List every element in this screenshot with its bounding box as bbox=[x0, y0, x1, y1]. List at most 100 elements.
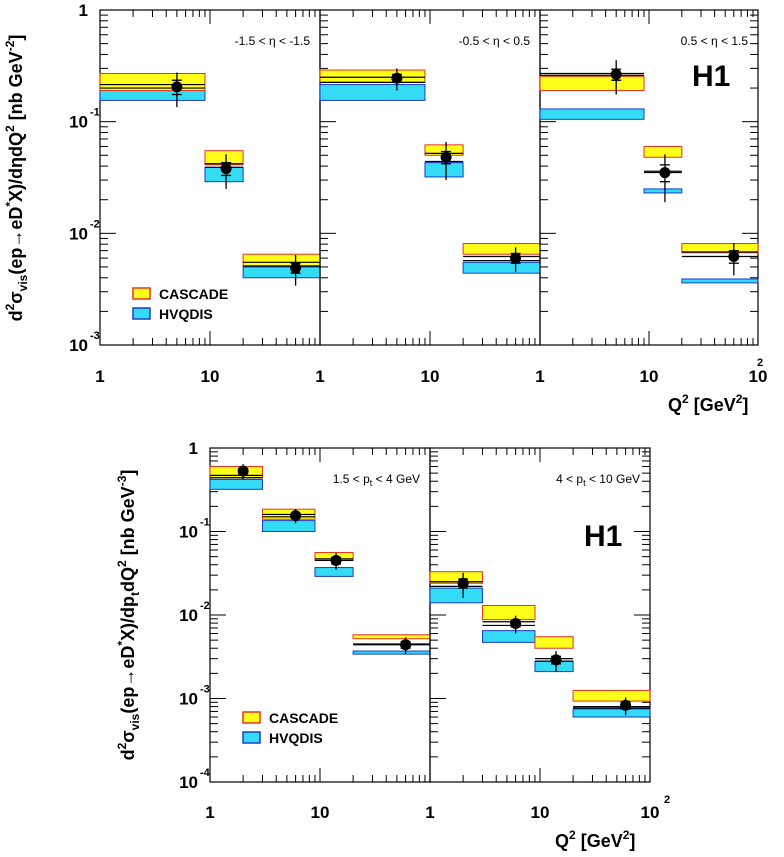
legend-cascade-swatch bbox=[132, 287, 151, 300]
y-tick-exponent: -2 bbox=[90, 218, 100, 230]
panel-frame bbox=[429, 447, 651, 783]
experiment-label: H1 bbox=[584, 520, 622, 553]
data-point bbox=[400, 639, 412, 651]
figure-2: 1.5 < pt < 4 GeV CASCADE HVQDIS 4 < pt < 10… bbox=[115, 439, 670, 851]
data-point bbox=[290, 510, 302, 522]
figure-1: -1.5 < η < -1.5 CASCADE HVQDIS -0.5 < η < 0… bbox=[3, 1, 767, 415]
cascade-band bbox=[319, 69, 426, 83]
experiment-label: H1 bbox=[692, 60, 730, 93]
y-tick-label: 10 bbox=[179, 523, 198, 542]
cascade-band bbox=[481, 604, 536, 621]
hvqdis-band bbox=[319, 84, 426, 101]
bin-3 bbox=[681, 242, 759, 284]
cascade-band bbox=[209, 466, 263, 479]
legend-cascade-label: CASCADE bbox=[159, 286, 228, 302]
cascade-band bbox=[242, 253, 321, 267]
bin-4 bbox=[352, 634, 431, 655]
bin-4 bbox=[572, 689, 651, 718]
bin-1 bbox=[319, 68, 426, 101]
hvqdis-band bbox=[242, 266, 321, 279]
legend-cascade-swatch bbox=[242, 711, 261, 724]
legend-hvqdis-swatch bbox=[242, 731, 261, 744]
cascade-band bbox=[643, 145, 683, 158]
bin-3 bbox=[462, 243, 541, 274]
x-tick-label: 10 bbox=[640, 367, 659, 386]
bin-range-label: 1.5 < pt < 4 GeV bbox=[333, 472, 420, 488]
hvqdis-band bbox=[572, 708, 651, 718]
legend-hvqdis-label: HVQDIS bbox=[159, 306, 213, 322]
y-tick-label: 10 bbox=[179, 773, 198, 792]
bin-range-label: -1.5 < η < -1.5 bbox=[235, 34, 311, 48]
y-tick-label: 10 bbox=[179, 690, 198, 709]
cascade-band bbox=[534, 636, 574, 649]
y-tick-exponent: -1 bbox=[90, 107, 100, 119]
x-axis-title: Q2 [GeV2] bbox=[668, 392, 748, 415]
y-tick-exponent: -1 bbox=[200, 517, 210, 529]
cascade-band bbox=[572, 689, 651, 702]
x-tick-label: 10 bbox=[421, 367, 440, 386]
x-tick-label: 1 bbox=[315, 367, 324, 386]
bin-3 bbox=[242, 253, 321, 286]
bin-range-label: 0.5 < η < 1.5 bbox=[681, 34, 749, 48]
y-tick-exponent: -3 bbox=[200, 684, 210, 696]
panel-2: 4 < pt < 10 GeV H1 bbox=[429, 447, 651, 783]
panel-3: 0.5 < η < 1.5 H1 bbox=[539, 9, 759, 346]
y-axis-title: d2σvis(ep→eD*X)/dptdQ2 [nb GeV-3] bbox=[115, 470, 142, 761]
bin-1 bbox=[539, 60, 645, 120]
panel-2: -0.5 < η < 0.5 bbox=[319, 9, 541, 346]
x-tick-label: 10 bbox=[641, 803, 660, 822]
data-point bbox=[610, 68, 622, 80]
data-point bbox=[550, 654, 562, 666]
hvqdis-band bbox=[352, 650, 431, 655]
y-tick-label: 1 bbox=[79, 1, 88, 20]
x-tick-label: 10 bbox=[749, 367, 768, 386]
y-tick-exponent: -4 bbox=[200, 767, 211, 779]
data-point bbox=[171, 81, 183, 93]
cascade-band bbox=[681, 243, 759, 254]
y-tick-label: 1 bbox=[189, 439, 198, 458]
legend: CASCADE HVQDIS bbox=[132, 286, 228, 322]
panel-frame bbox=[319, 9, 541, 346]
y-tick-label: 10 bbox=[69, 336, 88, 355]
bin-range-label: -0.5 < η < 0.5 bbox=[459, 34, 531, 48]
bin-1 bbox=[429, 571, 483, 604]
data-point bbox=[659, 167, 671, 179]
data-point bbox=[510, 618, 522, 630]
x-tick-exponent: 2 bbox=[757, 357, 763, 369]
hvqdis-band bbox=[429, 587, 483, 604]
bin-1 bbox=[99, 72, 206, 108]
bin-range-label: 4 < pt < 10 GeV bbox=[556, 472, 640, 488]
x-tick-label: 1 bbox=[535, 367, 544, 386]
x-tick-label: 1 bbox=[205, 803, 214, 822]
data-point bbox=[728, 251, 740, 263]
y-axis-title: d2σvis(ep→eD*X)/dηdQ2 [nb GeV-2] bbox=[3, 35, 30, 322]
x-tick-label: 10 bbox=[201, 367, 220, 386]
data-point bbox=[457, 577, 469, 589]
data-point bbox=[440, 151, 452, 163]
hvqdis-band bbox=[643, 188, 683, 194]
x-tick-label: 1 bbox=[95, 367, 104, 386]
cascade-band bbox=[352, 634, 431, 640]
y-tick-label: 10 bbox=[69, 113, 88, 132]
bin-2 bbox=[424, 141, 464, 181]
bin-3 bbox=[534, 636, 574, 673]
y-tick-label: 10 bbox=[179, 606, 198, 625]
data-point bbox=[391, 72, 403, 84]
legend-hvqdis-label: HVQDIS bbox=[269, 730, 323, 746]
x-axis-title: Q2 [GeV2] bbox=[555, 828, 635, 851]
data-point bbox=[220, 163, 232, 175]
bin-2 bbox=[261, 508, 316, 532]
data-point bbox=[330, 554, 342, 566]
x-tick-label: 10 bbox=[531, 803, 550, 822]
hvqdis-band bbox=[209, 478, 263, 490]
legend-cascade-label: CASCADE bbox=[269, 710, 338, 726]
panel-1: 1.5 < pt < 4 GeV CASCADE HVQDIS bbox=[209, 447, 431, 783]
hvqdis-band bbox=[481, 630, 536, 643]
cascade-band bbox=[429, 571, 483, 584]
hvqdis-band bbox=[539, 108, 645, 120]
x-tick-exponent: 2 bbox=[664, 794, 670, 806]
y-tick-exponent: -2 bbox=[200, 600, 210, 612]
hvqdis-band bbox=[462, 261, 541, 274]
bin-2 bbox=[643, 145, 683, 203]
